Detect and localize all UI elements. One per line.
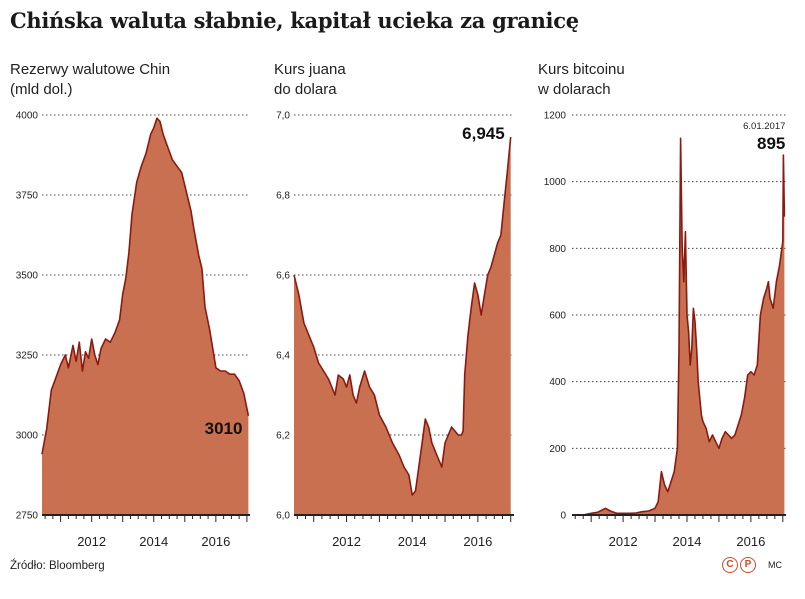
x-tick-label: 2012 [609,534,638,549]
y-tick-label: 600 [549,311,566,322]
panel-title-bitcoin: Kurs bitcoinu w dolarach [538,60,625,100]
y-tick-label: 200 [549,444,566,455]
y-tick-label: 400 [549,377,566,388]
x-tick-label: 2014 [139,534,168,549]
y-tick-label: 2750 [16,511,39,522]
panel-title-line: Kurs juana [274,61,346,78]
panel-title-line: Kurs bitcoinu [538,61,625,78]
y-tick-label: 3500 [16,271,39,282]
panel-title-reserves: Rezerwy walutowe Chin (mld dol.) [10,60,170,100]
x-tick-label: 2014 [673,534,702,549]
y-tick-label: 6,2 [276,431,290,442]
x-tick-label: 2014 [398,534,427,549]
series-area [572,138,785,516]
end-value-label: 3010 [205,419,243,438]
y-tick-label: 6,4 [276,351,290,362]
series-line [293,136,512,496]
series-line [41,117,250,455]
y-tick-label: 3750 [16,191,39,202]
y-tick-label: 6,6 [276,271,290,282]
panel-title-line: Rezerwy walutowe Chin [10,61,171,78]
x-tick-label: 2016 [463,534,492,549]
chart-title: Chińska waluta słabnie, kapitał ucieka z… [10,8,579,33]
y-tick-label: 3250 [16,351,39,362]
y-tick-label: 6,0 [276,511,290,522]
series-area [294,137,511,515]
x-tick-label: 2012 [332,534,361,549]
y-tick-label: 7,0 [276,111,290,122]
end-value-label: 895 [757,134,785,153]
y-tick-label: 1200 [544,111,567,122]
logo-mark: C [722,557,738,573]
y-tick-label: 0 [560,511,566,522]
panel-title-yuan: Kurs juana do dolara [274,60,346,100]
x-tick-label: 2012 [77,534,106,549]
y-tick-label: 800 [549,244,566,255]
y-tick-label: 6,8 [276,191,290,202]
y-tick-label: 1000 [544,177,567,188]
series-line [572,137,786,516]
source-note: Źródło: Bloomberg [10,560,105,572]
author-signature: MC [768,560,782,570]
end-date-label: 6.01.2017 [743,121,785,132]
series-area [42,118,249,515]
panel-title-line: (mld dol.) [10,81,73,98]
y-tick-label: 4000 [16,111,39,122]
end-value-label: 6,945 [462,124,505,143]
logo-mark: P [740,557,756,573]
y-tick-label: 3000 [16,431,39,442]
panel-title-line: w dolarach [538,81,611,98]
panel-title-line: do dolara [274,81,337,98]
x-tick-label: 2016 [201,534,230,549]
x-tick-label: 2016 [736,534,765,549]
